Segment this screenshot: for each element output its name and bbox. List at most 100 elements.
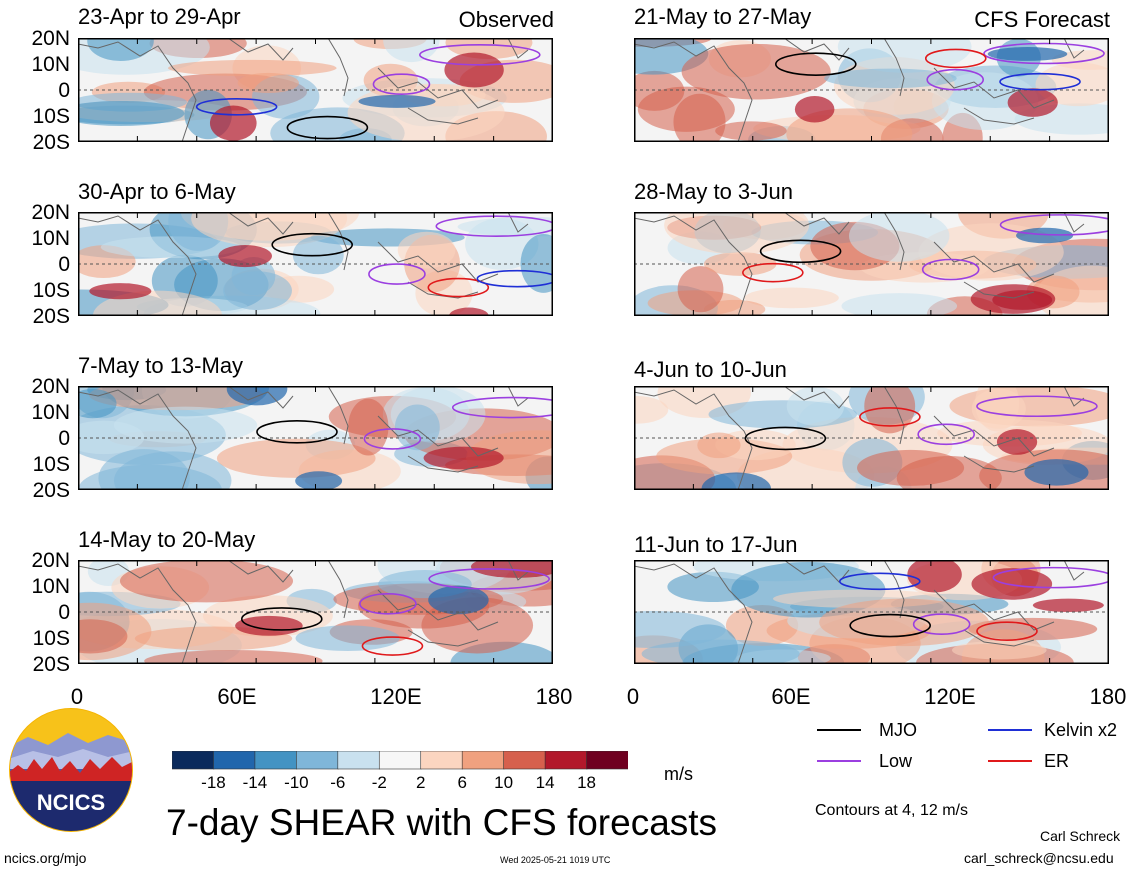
coastline bbox=[78, 386, 529, 490]
colorbar-swatch bbox=[420, 751, 463, 770]
colorbar-tick-label: -14 bbox=[242, 773, 268, 792]
map-panel-8 bbox=[634, 560, 1109, 664]
legend-line-kelvin bbox=[988, 729, 1032, 731]
coastline bbox=[78, 212, 529, 316]
y-tick-label: 20S bbox=[32, 653, 70, 676]
footer-timestamp: Wed 2025-05-21 1019 UTC bbox=[500, 855, 611, 865]
colorbar-swatch bbox=[337, 751, 381, 770]
y-tick-label: 10S bbox=[32, 105, 70, 128]
map-panel-2 bbox=[634, 38, 1109, 142]
colorbar-swatch bbox=[296, 751, 339, 770]
author-email: carl_schreck@ncsu.edu bbox=[964, 850, 1114, 866]
contour-low bbox=[451, 396, 553, 419]
contour-mjo bbox=[775, 52, 857, 76]
x-tick-label: 0 bbox=[626, 684, 640, 709]
contour-kelvin bbox=[999, 72, 1081, 91]
contour-low bbox=[976, 395, 1098, 418]
y-tick-label: 20S bbox=[32, 479, 70, 502]
legend-line-er bbox=[988, 760, 1032, 762]
colorbar-swatch bbox=[503, 751, 546, 770]
contour-er bbox=[361, 636, 424, 656]
coastline bbox=[634, 38, 1085, 142]
contour-er bbox=[859, 407, 921, 427]
contour-mjo bbox=[286, 115, 369, 140]
panel-title-2: 21-May to 27-May bbox=[634, 4, 812, 29]
contour-er bbox=[976, 621, 1038, 641]
x-tick-label: 180 bbox=[1089, 684, 1127, 709]
colorbar-tick-label: 10 bbox=[494, 773, 514, 792]
legend-line-low bbox=[817, 760, 861, 762]
contour-low bbox=[428, 568, 550, 590]
contour-low bbox=[435, 215, 553, 237]
y-tick-label: 10N bbox=[31, 575, 70, 598]
contour-low bbox=[912, 613, 971, 636]
y-tick-label: 0 bbox=[58, 253, 70, 276]
y-tick-label: 20N bbox=[31, 201, 70, 224]
colorbar-swatch bbox=[254, 751, 298, 770]
map-panel-7 bbox=[78, 560, 553, 664]
coastline bbox=[78, 38, 529, 142]
author: Carl Schreck bbox=[1040, 828, 1121, 844]
colorbar-tick-label: -10 bbox=[284, 773, 309, 792]
map-panel-3 bbox=[78, 212, 553, 316]
y-tick-label: 0 bbox=[58, 427, 70, 450]
contour-low bbox=[999, 214, 1109, 236]
colorbar-swatch bbox=[586, 751, 628, 770]
contour-note: Contours at 4, 12 m/s bbox=[815, 802, 968, 819]
y-tick-label: 10S bbox=[32, 627, 70, 650]
colorbar-swatch bbox=[544, 751, 588, 770]
y-tick-label: 10S bbox=[32, 453, 70, 476]
contour-low bbox=[359, 592, 417, 615]
contour-low bbox=[921, 258, 980, 281]
panel-title-3: 30-Apr to 6-May bbox=[78, 179, 236, 204]
coastline bbox=[634, 212, 1085, 316]
contour-low bbox=[363, 428, 422, 450]
y-tick-label: 20N bbox=[31, 549, 70, 572]
x-tick-label: 60E bbox=[217, 684, 257, 709]
x-tick-label: 0 bbox=[70, 684, 84, 709]
x-tick-label: 60E bbox=[771, 684, 811, 709]
coastline bbox=[634, 386, 1085, 490]
map-panel-1 bbox=[78, 38, 553, 142]
legend-label-mjo: MJO bbox=[879, 720, 917, 740]
colorbar-swatch bbox=[172, 751, 215, 770]
colorbar-tick-label: -2 bbox=[371, 773, 387, 792]
contour-er bbox=[924, 48, 987, 69]
colorbar-swatch bbox=[378, 751, 422, 770]
contour-low bbox=[917, 423, 975, 446]
contour-kelvin bbox=[476, 269, 553, 288]
contour-mjo bbox=[849, 613, 931, 638]
panel-tag-observed: Observed bbox=[458, 7, 554, 32]
footer-url: ncics.org/mjo bbox=[4, 850, 87, 866]
colorbar-tick-label: 14 bbox=[535, 773, 555, 792]
x-tick-label: 120E bbox=[370, 684, 422, 709]
y-tick-label: 10N bbox=[31, 227, 70, 250]
panel-title-1: 23-Apr to 29-Apr bbox=[78, 4, 241, 29]
panel-title-7: 14-May to 20-May bbox=[78, 527, 256, 552]
panel-title-4: 28-May to 3-Jun bbox=[634, 179, 793, 204]
colorbar-tick-label: -6 bbox=[330, 773, 346, 792]
ncics-logo: NCICS bbox=[9, 708, 133, 832]
y-tick-label: 20N bbox=[31, 27, 70, 50]
contour-low bbox=[992, 566, 1109, 589]
coastline bbox=[78, 560, 529, 664]
panel-title-8: 11-Jun to 17-Jun bbox=[634, 532, 798, 557]
logo-text: NCICS bbox=[37, 790, 105, 815]
legend-label-er: ER bbox=[1044, 751, 1070, 771]
colorbar-tick-label: 18 bbox=[577, 773, 596, 792]
x-tick-label: 120E bbox=[924, 684, 976, 709]
colorbar-swatch bbox=[213, 751, 256, 770]
contour-mjo bbox=[744, 426, 827, 451]
contour-low bbox=[419, 44, 541, 66]
y-tick-label: 20S bbox=[32, 305, 70, 328]
contour-low bbox=[372, 73, 431, 96]
x-tick-label: 180 bbox=[535, 684, 573, 709]
contour-mjo bbox=[256, 420, 338, 444]
contour-kelvin bbox=[839, 572, 921, 591]
units-label: m/s bbox=[664, 764, 693, 784]
map-panel-6 bbox=[634, 386, 1109, 490]
panel-title-5: 7-May to 13-May bbox=[78, 353, 244, 378]
contour-mjo bbox=[271, 232, 353, 257]
contour-er bbox=[742, 262, 804, 283]
y-tick-label: 20N bbox=[31, 375, 70, 398]
